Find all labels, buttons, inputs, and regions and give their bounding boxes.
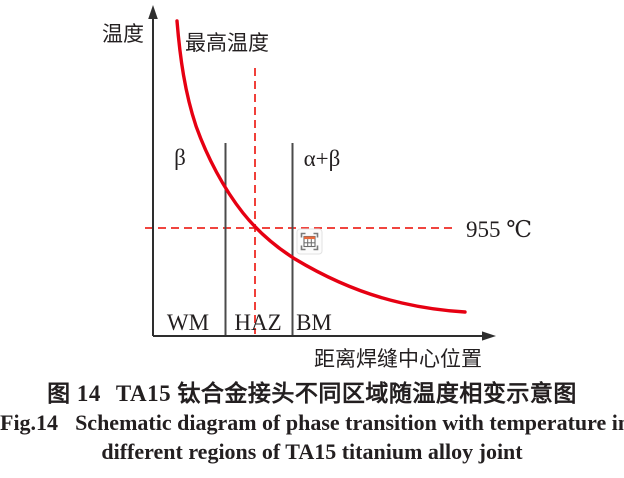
phase-alpha-beta-label: α+β: [304, 146, 341, 171]
caption-en-title: Schematic diagram of phase transition wi…: [75, 410, 624, 435]
figure-caption: 图 14 TA15 钛合金接头不同区域随温度相变示意图 Fig.14 Schemat…: [0, 379, 624, 466]
phase-transition-diagram: 温度 最高温度 β α+β WM HAZ BM 955 ℃ 距离焊缝中心位置: [102, 5, 532, 371]
caption-en-number: Fig.14: [0, 410, 59, 435]
transus-temp-label: 955 ℃: [466, 217, 532, 242]
caption-en-line1: Fig.14 Schematic diagram of phase transit…: [0, 408, 624, 437]
zone-haz-label: HAZ: [234, 310, 281, 335]
caption-zh: 图 14 TA15 钛合金接头不同区域随温度相变示意图: [0, 379, 624, 408]
y-axis-label: 温度: [102, 22, 144, 46]
zone-bm-label: BM: [296, 310, 332, 335]
phase-beta-label: β: [174, 145, 186, 170]
y-axis-arrow-icon: [148, 5, 158, 19]
table-capture-icon[interactable]: [296, 228, 323, 255]
caption-zh-title: TA15 钛合金接头不同区域随温度相变示意图: [115, 381, 577, 406]
zone-wm-label: WM: [167, 310, 209, 335]
x-axis-label: 距离焊缝中心位置: [314, 347, 482, 371]
curve-label: 最高温度: [185, 31, 269, 55]
caption-zh-number: 图 14: [47, 381, 101, 406]
caption-en-line2: different regions of TA15 titanium alloy…: [101, 439, 523, 464]
peak-temperature-curve: [175, 19, 467, 314]
x-axis-arrow-icon: [482, 331, 496, 341]
